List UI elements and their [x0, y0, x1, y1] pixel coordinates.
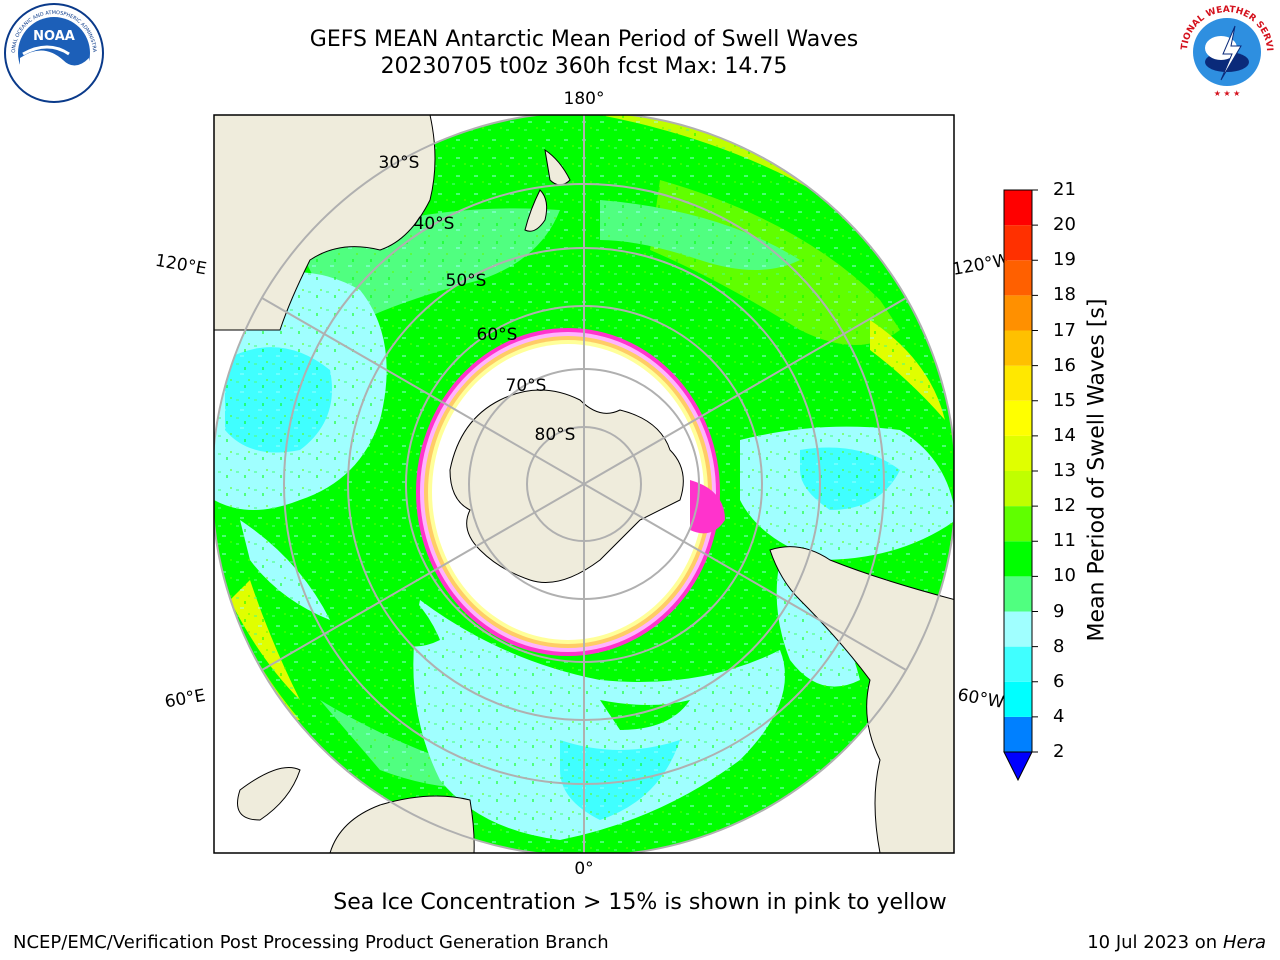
new-zealand-north — [544, 148, 571, 186]
colorbar-tick-label: 14 — [1053, 424, 1076, 446]
footer-date: 10 Jul 2023 on Hera — [1087, 932, 1266, 953]
chart-title: GEFS MEAN Antarctic Mean Period of Swell… — [309, 27, 859, 52]
lon-label-60w: 60°W — [956, 685, 1006, 713]
map-frame — [213, 114, 955, 854]
madagascar — [237, 767, 301, 821]
latitude-labels: 30°S 40°S 50°S 60°S 70°S 80°S — [379, 153, 576, 445]
colorbar-segment — [1004, 681, 1032, 717]
footer-date-text: 10 Jul 2023 on — [1087, 932, 1223, 953]
lat-label-60s: 60°S — [477, 325, 518, 345]
colorbar-segment — [1004, 225, 1032, 261]
lat-label-40s: 40°S — [414, 214, 455, 234]
nws-logo: NATIONAL WEATHER SERVICE ★ ★ ★ — [1177, 2, 1275, 100]
colorbar-segment — [1004, 260, 1032, 296]
colorbar-tick-label: 9 — [1053, 600, 1065, 622]
footer-credit: NCEP/EMC/Verification Post Processing Pr… — [13, 932, 609, 953]
colorbar-extend-triangle — [1003, 751, 1033, 782]
lat-label-80s: 80°S — [535, 425, 576, 445]
colorbar-tick-label: 4 — [1053, 705, 1065, 727]
colorbar-tick-label: 21 — [1053, 179, 1076, 200]
colorbar-segment — [1004, 330, 1032, 366]
colorbar-tick-label: 13 — [1053, 460, 1076, 481]
colorbar-segment — [1004, 716, 1032, 752]
new-zealand-south — [524, 189, 548, 232]
svg-text:★ ★ ★: ★ ★ ★ — [1214, 89, 1241, 98]
colorbar-tick-label: 19 — [1053, 249, 1076, 271]
lat-label-50s: 50°S — [446, 271, 487, 291]
colorbar-tick-label: 15 — [1053, 389, 1076, 411]
colorbar-segment — [1004, 400, 1032, 436]
colorbar-tick-label: 11 — [1053, 530, 1076, 552]
colorbar-segment — [1004, 435, 1032, 471]
colorbar-segment — [1004, 190, 1032, 226]
map-area — [214, 115, 954, 853]
sea-ice-caption: Sea Ice Concentration > 15% is shown in … — [333, 890, 947, 915]
lon-label-0: 0° — [574, 859, 593, 879]
colorbar-tick-label: 8 — [1053, 635, 1065, 657]
lon-label-120w: 120°W — [951, 250, 1012, 280]
colorbar-tick-label: 18 — [1053, 284, 1076, 306]
colorbar-tick-label: 16 — [1053, 354, 1076, 376]
lat-label-30s: 30°S — [379, 153, 420, 173]
colorbar-segment — [1004, 646, 1032, 682]
colorbar-segment — [1004, 576, 1032, 612]
colorbar-tick-label: 20 — [1053, 214, 1076, 236]
svg-text:NOAA: NOAA — [33, 29, 75, 44]
colorbar-segment — [1004, 471, 1032, 507]
noaa-logo: NOAA NATIONAL OCEANIC AND ATMOSPHERIC AD… — [3, 2, 104, 103]
antarctica — [449, 389, 684, 583]
land — [214, 115, 954, 853]
chart-subtitle: 20230705 t00z 360h fcst Max: 14.75 — [380, 54, 788, 79]
australia — [214, 115, 436, 331]
footer-host: Hera — [1222, 932, 1266, 953]
colorbar — [1003, 189, 1038, 782]
colorbar-segment — [1004, 506, 1032, 542]
lat-label-70s: 70°S — [506, 376, 547, 396]
colorbar-segment — [1004, 611, 1032, 647]
colorbar-tick-label: 17 — [1053, 319, 1076, 341]
colorbar-segment — [1004, 541, 1032, 577]
colorbar-tick-label: 6 — [1053, 670, 1065, 692]
colorbar-title: Mean Period of Swell Waves [s] — [1084, 298, 1110, 642]
colorbar-tick-label: 12 — [1053, 495, 1076, 517]
south-america — [769, 546, 954, 853]
colorbar-tick-label: 2 — [1053, 741, 1065, 762]
lon-label-180: 180° — [564, 89, 605, 109]
colorbar-segment — [1004, 295, 1032, 331]
graticule — [214, 115, 954, 853]
lon-label-120e: 120°E — [154, 251, 208, 280]
colorbar-tick-label: 10 — [1053, 565, 1076, 587]
colorbar-segment — [1004, 365, 1032, 401]
africa — [329, 795, 475, 853]
lon-label-60e: 60°E — [163, 686, 207, 713]
